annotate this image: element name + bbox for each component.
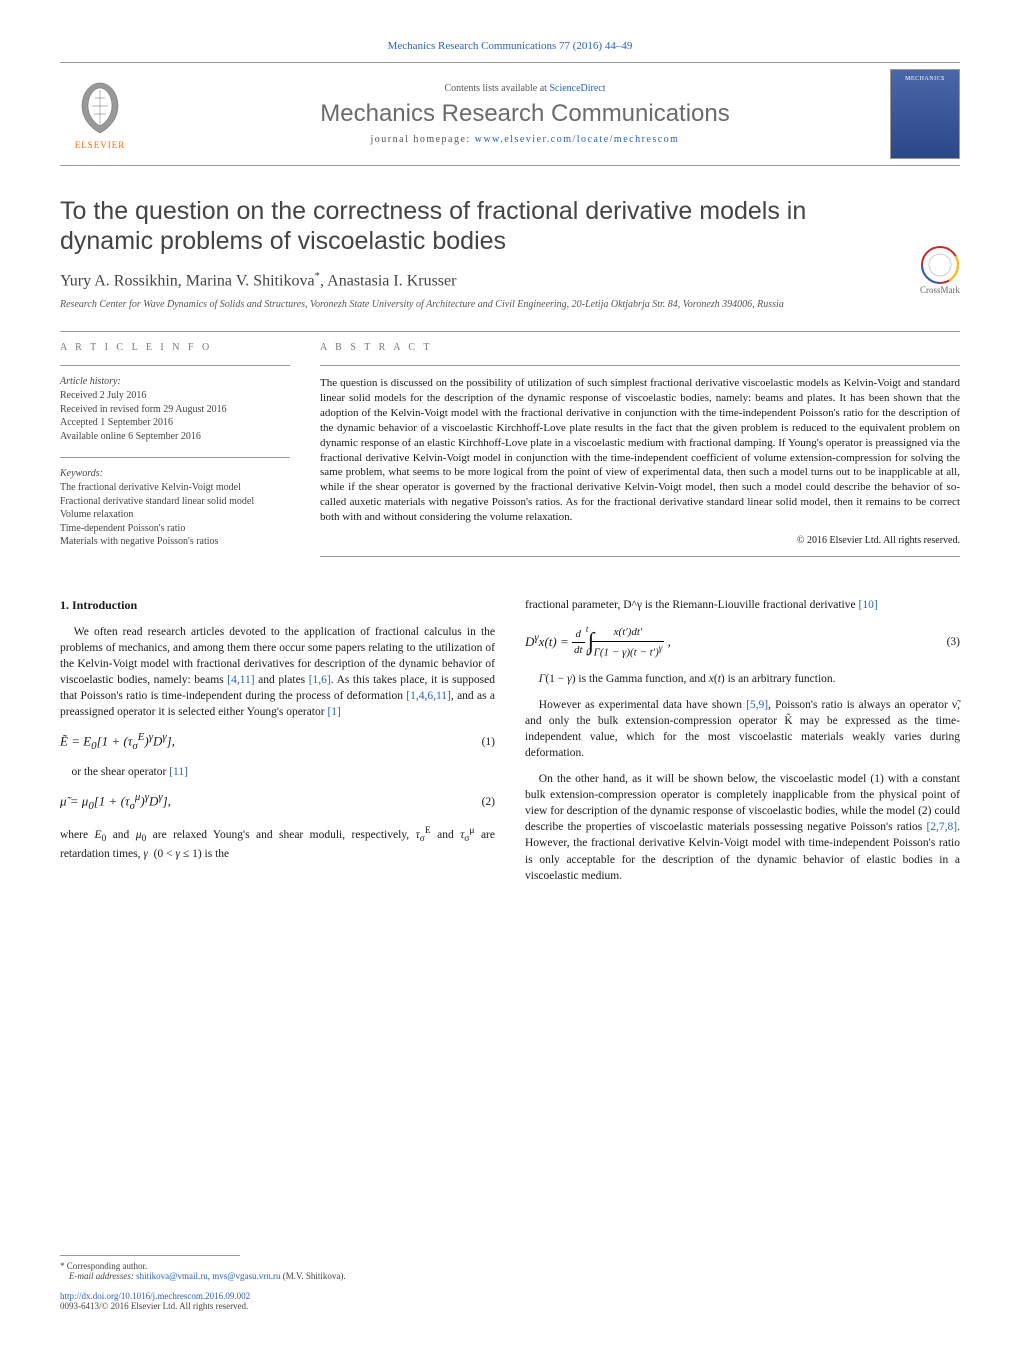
copyright-line: © 2016 Elsevier Ltd. All rights reserved… (320, 535, 960, 546)
abs-rule (320, 365, 960, 366)
journal-ref-link[interactable]: Mechanics Research Communications 77 (20… (60, 40, 960, 52)
cite-link[interactable]: [1,6] (309, 674, 331, 686)
footer-rule (60, 1255, 240, 1256)
info-rule2 (60, 457, 290, 458)
email-line: E-mail addresses: shitikova@vmail.ru, mv… (60, 1271, 960, 1281)
history-item: Accepted 1 September 2016 (60, 416, 290, 430)
equation-1: Ẽ = E0[1 + (τσE)γDγ], (1) (60, 730, 495, 754)
history-item: Received in revised form 29 August 2016 (60, 403, 290, 417)
keywords-block: The fractional derivative Kelvin-Voigt m… (60, 481, 290, 549)
keyword-item: Time-dependent Poisson's ratio (60, 522, 290, 536)
info-rule (60, 365, 290, 366)
cite-link[interactable]: [4,11] (227, 674, 254, 686)
doi-link[interactable]: http://dx.doi.org/10.1016/j.mechrescom.2… (60, 1291, 250, 1301)
homepage-link[interactable]: www.elsevier.com/locate/mechrescom (475, 134, 680, 145)
para: We often read research articles devoted … (60, 624, 495, 721)
elsevier-tree-icon (70, 78, 130, 138)
journal-cover-thumbnail (890, 69, 960, 159)
keywords-label: Keywords: (60, 468, 290, 479)
keyword-item: The fractional derivative Kelvin-Voigt m… (60, 481, 290, 495)
affiliation: Research Center for Wave Dynamics of Sol… (60, 298, 960, 311)
left-column: 1. Introduction We often read research a… (60, 597, 495, 894)
sciencedirect-link[interactable]: ScienceDirect (549, 83, 605, 94)
abstract-text: The question is discussed on the possibi… (320, 376, 960, 524)
article-title: To the question on the correctness of fr… (60, 196, 820, 256)
cite-link[interactable]: [1,4,6,11] (406, 690, 451, 702)
history-item: Received 2 July 2016 (60, 389, 290, 403)
homepage-line: journal homepage: www.elsevier.com/locat… (160, 134, 890, 145)
authors-line: Yury A. Rossikhin, Marina V. Shitikova*,… (60, 270, 960, 290)
issn-line: 0093-6413/© 2016 Elsevier Ltd. All right… (60, 1301, 960, 1311)
cite-link[interactable]: [2,7,8] (926, 821, 957, 833)
section-title: 1. Introduction (60, 597, 495, 614)
keyword-item: Materials with negative Poisson's ratios (60, 535, 290, 549)
header-center: Contents lists available at ScienceDirec… (160, 83, 890, 145)
elsevier-name: ELSEVIER (75, 140, 126, 150)
body-columns: 1. Introduction We often read research a… (60, 597, 960, 894)
para: On the other hand, as it will be shown b… (525, 771, 960, 884)
email-link[interactable]: shitikova@vmail.ru (136, 1271, 208, 1281)
right-column: fractional parameter, D^γ is the Riemann… (525, 597, 960, 894)
history-block: Received 2 July 2016 Received in revised… (60, 389, 290, 443)
corresponding-note: * Corresponding author. (60, 1261, 960, 1271)
email-link[interactable]: mvs@vgasu.vrn.ru (212, 1271, 280, 1281)
rule-above-info (60, 331, 960, 332)
equation-2: μ̃ = μ0[1 + (τσμ)γDγ], (2) (60, 790, 495, 814)
para: where E0 and μ0 are relaxed Young's and … (60, 824, 495, 862)
journal-header-bar: ELSEVIER Contents lists available at Sci… (60, 62, 960, 166)
contents-line: Contents lists available at ScienceDirec… (160, 83, 890, 94)
para: or the shear operator [11] (60, 764, 495, 780)
elsevier-logo: ELSEVIER (60, 74, 140, 154)
cite-link[interactable]: [10] (858, 599, 877, 611)
article-info-col: A R T I C L E I N F O Article history: R… (60, 342, 290, 566)
cite-link[interactable]: [5,9] (746, 699, 768, 711)
para: Γ(1 − γ) is the Gamma function, and x(t)… (525, 671, 960, 687)
cite-link[interactable]: [11] (169, 766, 188, 778)
keyword-item: Fractional derivative standard linear so… (60, 495, 290, 509)
para: However as experimental data have shown … (525, 697, 960, 761)
crossmark-badge[interactable]: CrossMark (920, 245, 960, 295)
history-label: Article history: (60, 376, 290, 387)
crossmark-icon (920, 245, 960, 285)
abstract-heading: A B S T R A C T (320, 342, 960, 353)
history-item: Available online 6 September 2016 (60, 430, 290, 444)
para: fractional parameter, D^γ is the Riemann… (525, 597, 960, 613)
info-abstract-row: A R T I C L E I N F O Article history: R… (60, 342, 960, 566)
doi-line: http://dx.doi.org/10.1016/j.mechrescom.2… (60, 1291, 960, 1301)
abstract-col: A B S T R A C T The question is discusse… (320, 342, 960, 566)
journal-title: Mechanics Research Communications (160, 100, 890, 128)
footer: * Corresponding author. E-mail addresses… (60, 1255, 960, 1311)
abs-rule2 (320, 556, 960, 557)
info-heading: A R T I C L E I N F O (60, 342, 290, 353)
equation-3: Dγx(t) = ddt ∫0t x(t′)dt′Γ(1 − γ)(t − t′… (525, 623, 960, 661)
cite-link[interactable]: [1] (327, 706, 340, 718)
keyword-item: Volume relaxation (60, 508, 290, 522)
